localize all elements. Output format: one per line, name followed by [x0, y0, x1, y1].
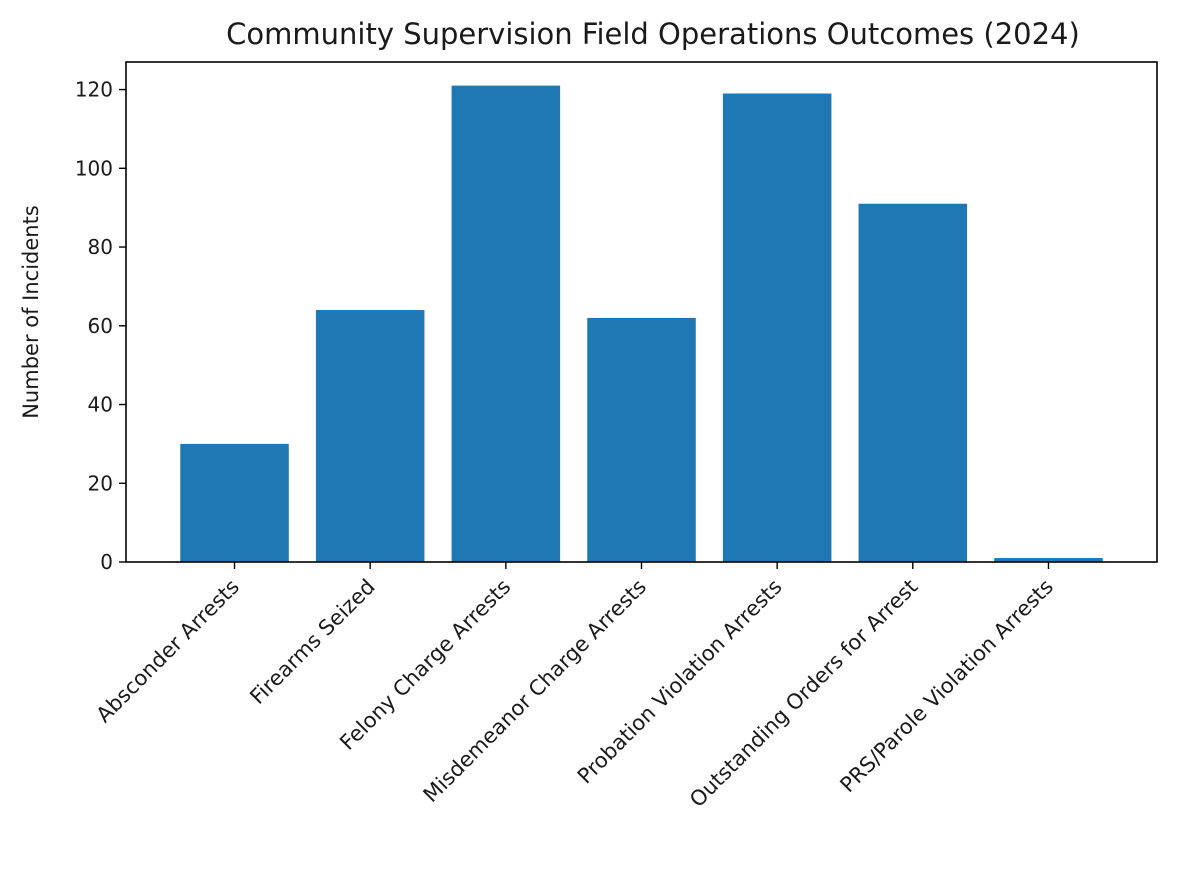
y-tick-label: 100: [75, 156, 113, 180]
y-tick-label: 40: [88, 393, 113, 417]
plot-frame: [125, 61, 1158, 563]
x-tick-label: Outstanding Orders for Arrest: [685, 575, 922, 812]
bar-0: [180, 443, 289, 562]
bars-group: [180, 85, 1103, 563]
y-axis-label: Number of Incidents: [19, 205, 43, 419]
bar-5: [858, 203, 968, 563]
y-tick-label: 80: [88, 235, 113, 259]
y-tick-label: 60: [88, 314, 113, 338]
bar-3: [587, 317, 696, 562]
bar-1: [315, 310, 425, 562]
y-axis-ticks: 0 20 40 60 80 100 120: [75, 78, 126, 574]
x-tick-label: Misdemeanor Charge Arrests: [419, 575, 651, 807]
x-tick-label: Absconder Arrests: [92, 575, 245, 728]
bar-2: [451, 85, 561, 563]
x-tick-label: PRS/Parole Violation Arrests: [835, 575, 1058, 798]
y-tick-label: 120: [75, 78, 113, 102]
x-tick-label: Firearms Seized: [245, 575, 379, 709]
bar-6: [994, 558, 1103, 562]
bar-4: [722, 93, 832, 562]
y-tick-label: 0: [100, 550, 113, 574]
y-tick-label: 20: [88, 471, 113, 495]
chart-title: Community Supervision Field Operations O…: [226, 17, 1080, 51]
